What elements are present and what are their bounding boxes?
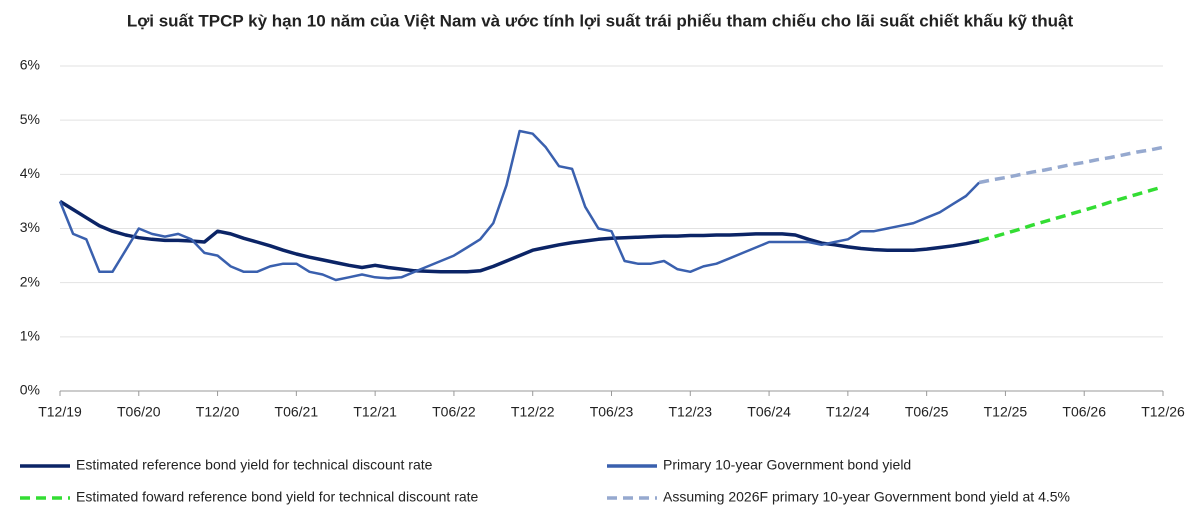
series-line (58, 129, 981, 282)
y-tick-label: 6% (20, 57, 40, 73)
x-tick-label: T12/26 (1141, 404, 1185, 420)
x-tick-label: T12/25 (984, 404, 1028, 420)
x-tick-label: T06/21 (275, 404, 319, 420)
legend-label: Assuming 2026F primary 10-year Governmen… (663, 489, 1070, 505)
y-tick-label: 2% (20, 273, 40, 289)
x-tick-label: T06/20 (117, 404, 161, 420)
x-tick-label: T12/20 (196, 404, 240, 420)
legend-label: Estimated reference bond yield for techn… (76, 457, 433, 473)
x-tick-label: T06/24 (747, 404, 791, 420)
x-tick-label: T12/19 (38, 404, 82, 420)
x-tick-label: T06/25 (905, 404, 949, 420)
legend-label: Primary 10-year Government bond yield (663, 457, 911, 473)
y-tick-label: 4% (20, 165, 40, 181)
x-tick-label: T06/23 (590, 404, 634, 420)
x-tick-label: T12/23 (668, 404, 712, 420)
series-line (978, 145, 1164, 185)
y-tick-label: 0% (20, 382, 40, 398)
series-line (978, 185, 1164, 243)
x-tick-label: T06/26 (1062, 404, 1106, 420)
series-line (59, 199, 980, 274)
x-tick-label: T12/21 (353, 404, 397, 420)
y-tick-label: 1% (20, 328, 40, 344)
x-tick-label: T06/22 (432, 404, 476, 420)
x-tick-label: T12/22 (511, 404, 555, 420)
x-tick-label: T12/24 (826, 404, 870, 420)
chart-title: Lợi suất TPCP kỳ hạn 10 năm của Việt Nam… (127, 11, 1074, 30)
y-tick-label: 3% (20, 219, 40, 235)
y-tick-label: 5% (20, 111, 40, 127)
legend-label: Estimated foward reference bond yield fo… (76, 489, 479, 505)
